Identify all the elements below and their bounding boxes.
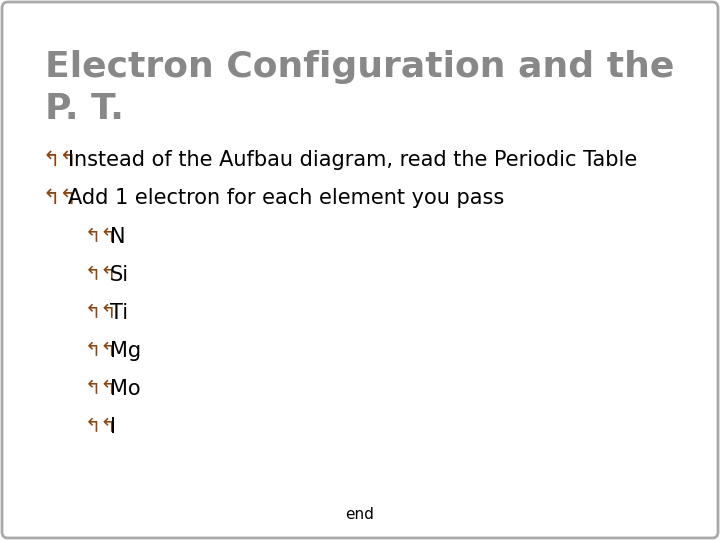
Text: ↰↰: ↰↰ bbox=[85, 227, 118, 246]
Text: Electron Configuration and the: Electron Configuration and the bbox=[45, 50, 675, 84]
Text: Ti: Ti bbox=[110, 303, 128, 323]
Text: ↰↰: ↰↰ bbox=[42, 188, 77, 208]
Text: N: N bbox=[110, 227, 125, 247]
Text: Instead of the Aufbau diagram, read the Periodic Table: Instead of the Aufbau diagram, read the … bbox=[68, 150, 637, 170]
Text: Mo: Mo bbox=[110, 379, 140, 399]
Text: Add 1 electron for each element you pass: Add 1 electron for each element you pass bbox=[68, 188, 504, 208]
Text: ↰↰: ↰↰ bbox=[85, 379, 118, 398]
Text: I: I bbox=[110, 417, 116, 437]
Text: P. T.: P. T. bbox=[45, 92, 124, 126]
Text: ↰↰: ↰↰ bbox=[42, 150, 77, 170]
Text: ↰↰: ↰↰ bbox=[85, 417, 118, 436]
Text: end: end bbox=[346, 507, 374, 522]
Text: ↰↰: ↰↰ bbox=[85, 341, 118, 360]
Text: Mg: Mg bbox=[110, 341, 141, 361]
Text: ↰↰: ↰↰ bbox=[85, 303, 118, 322]
Text: Si: Si bbox=[110, 265, 129, 285]
Text: ↰↰: ↰↰ bbox=[85, 265, 118, 284]
